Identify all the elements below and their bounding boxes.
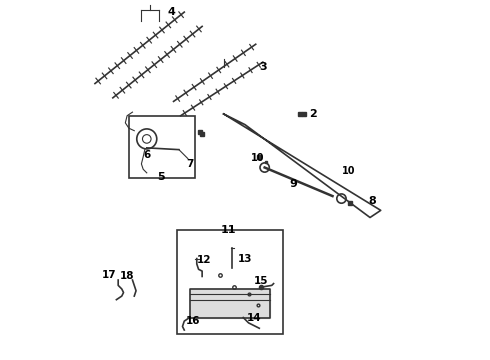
Text: 11: 11	[221, 225, 237, 235]
Text: 3: 3	[259, 63, 267, 72]
Text: 18: 18	[120, 271, 134, 282]
Text: 4: 4	[168, 7, 176, 17]
Text: 15: 15	[254, 276, 269, 286]
Bar	[129, 116, 195, 178]
Text: 5: 5	[157, 172, 165, 182]
Text: 17: 17	[102, 270, 117, 280]
Text: 16: 16	[186, 316, 200, 326]
Polygon shape	[190, 289, 270, 318]
Text: 8: 8	[368, 197, 376, 206]
Text: 10: 10	[342, 166, 355, 176]
Text: 12: 12	[196, 255, 211, 265]
Text: 7: 7	[186, 159, 194, 169]
Text: 14: 14	[246, 312, 261, 323]
Bar	[177, 230, 283, 334]
Text: 9: 9	[289, 179, 297, 189]
Text: 13: 13	[238, 254, 252, 264]
Text: 10: 10	[251, 153, 264, 163]
Text: 6: 6	[143, 150, 150, 160]
Text: 2: 2	[309, 109, 317, 119]
